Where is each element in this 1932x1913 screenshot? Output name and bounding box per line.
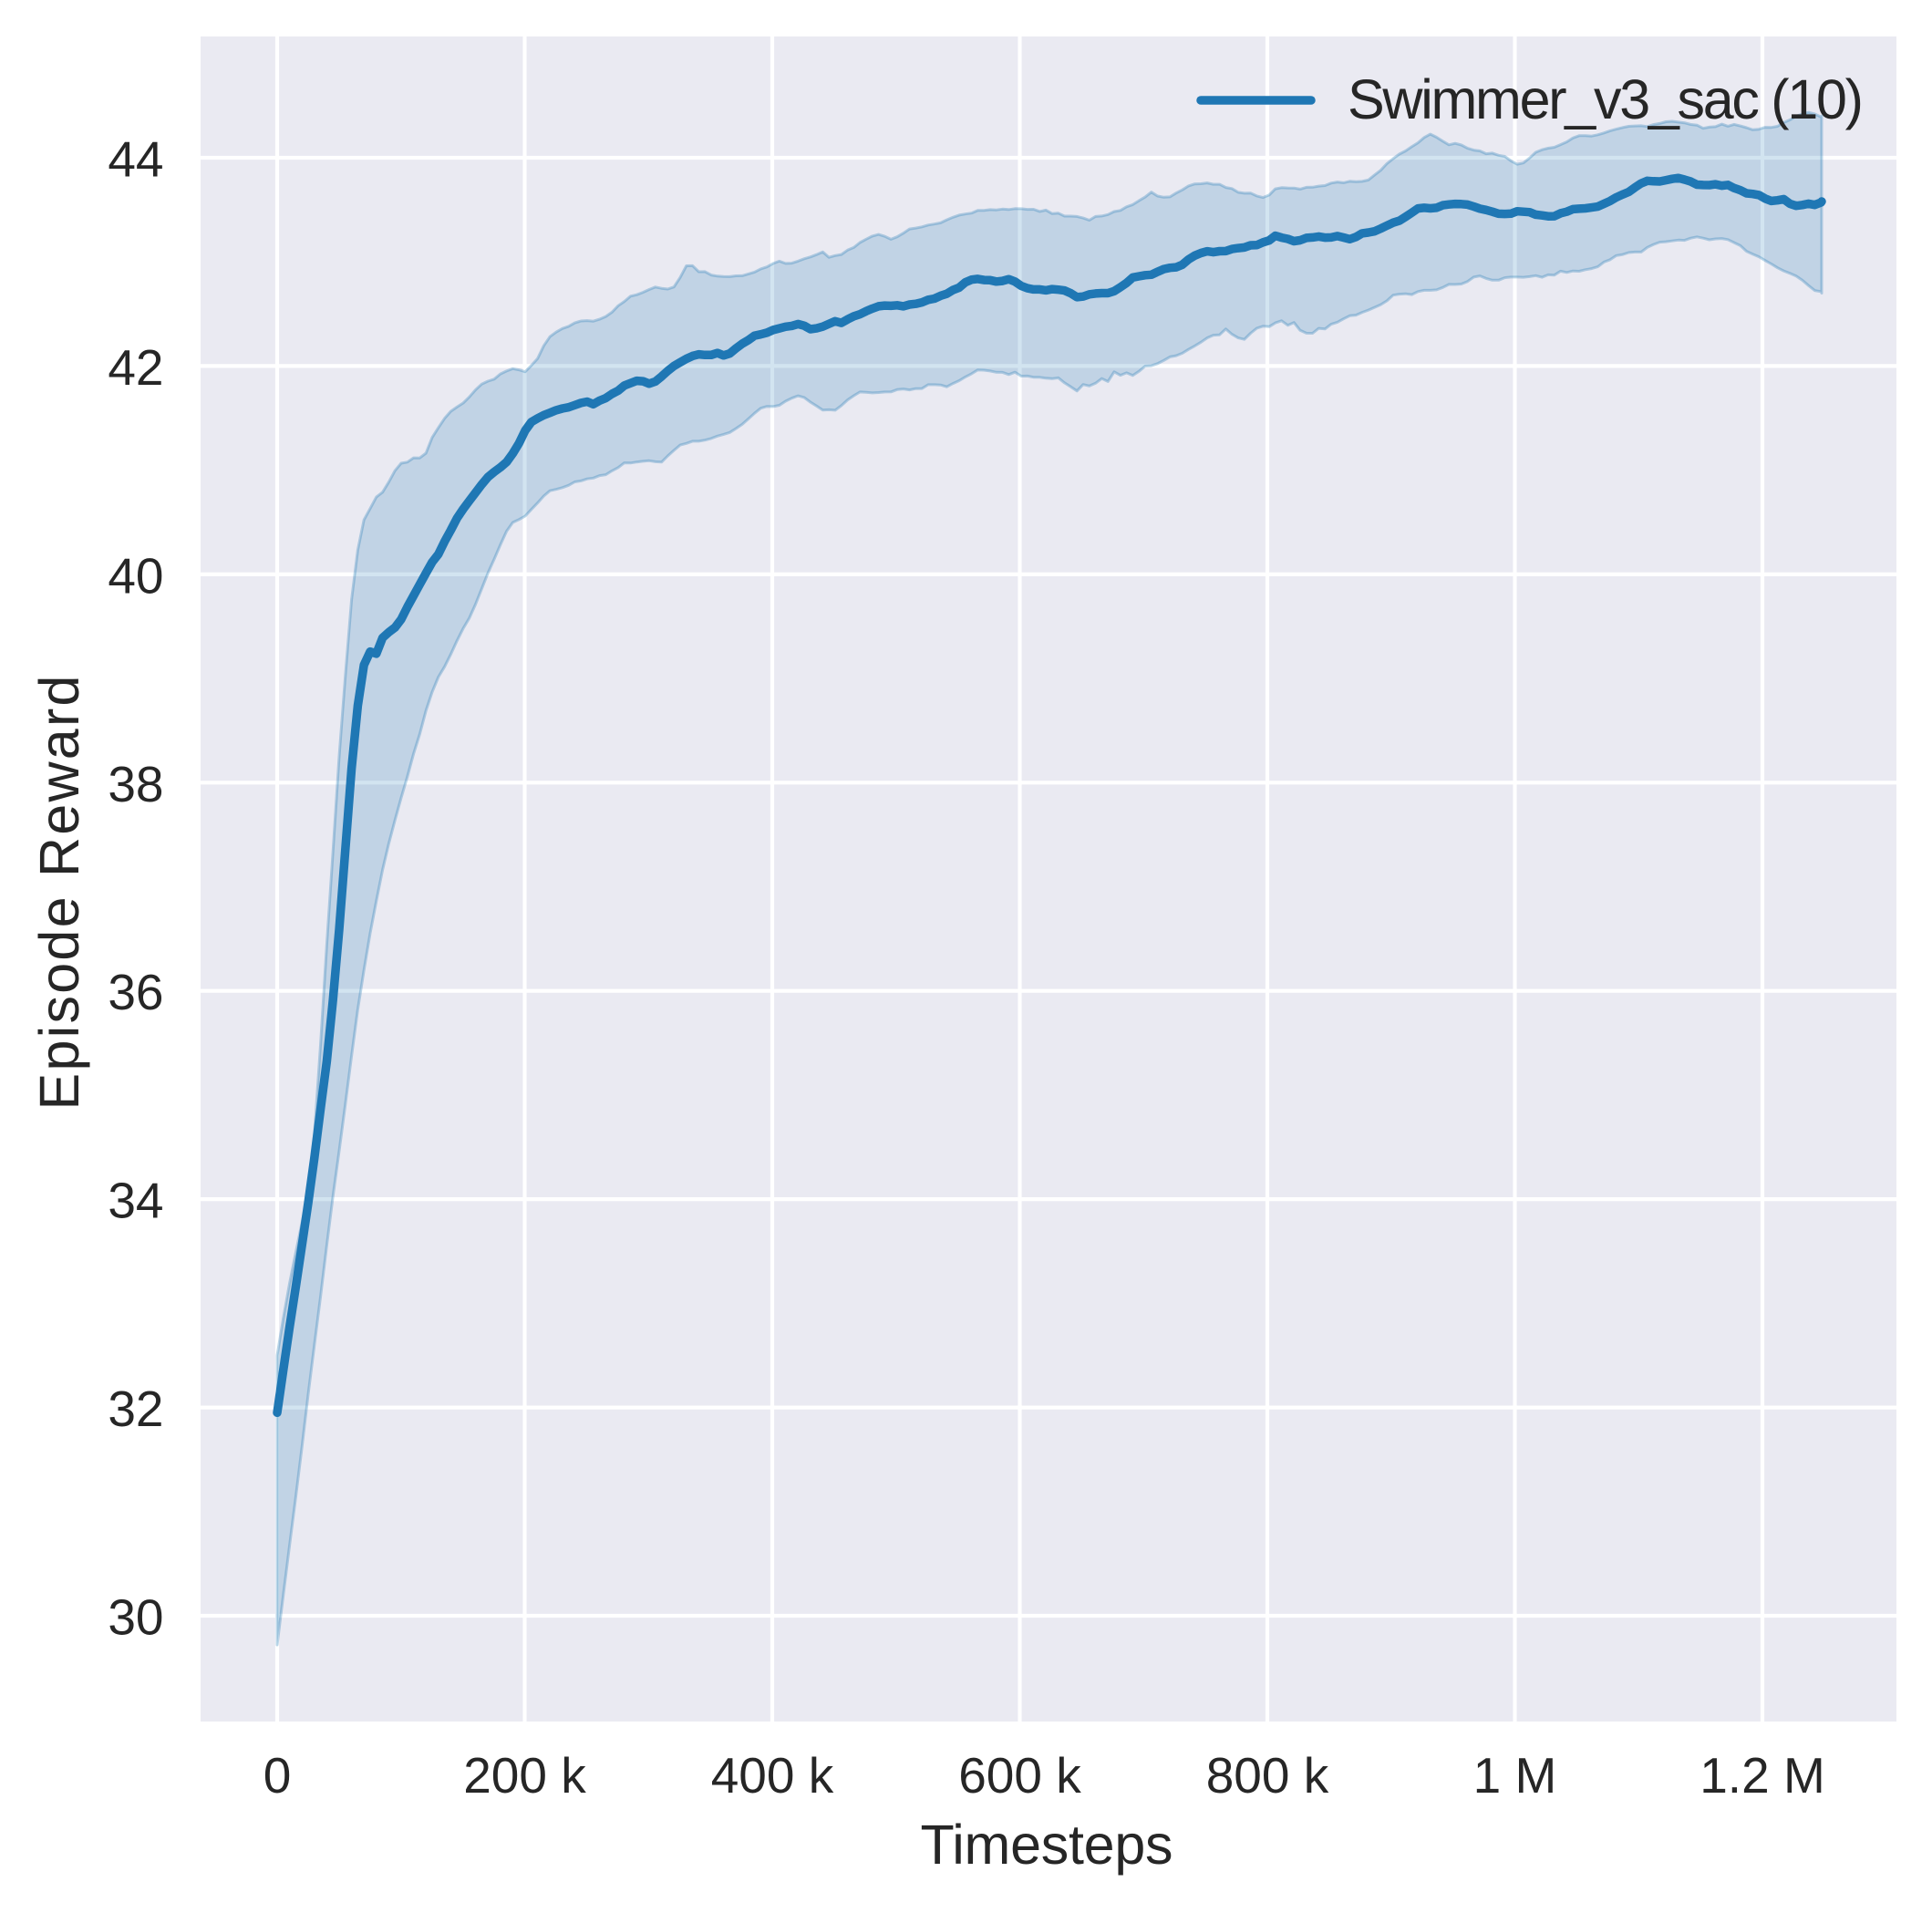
svg-text:34: 34 [108, 1173, 163, 1229]
svg-text:Episode Reward: Episode Reward [28, 676, 90, 1111]
svg-text:30: 30 [108, 1589, 163, 1646]
svg-text:Timesteps: Timesteps [921, 1814, 1173, 1876]
svg-text:600 k: 600 k [958, 1747, 1081, 1804]
svg-text:0: 0 [263, 1747, 292, 1804]
svg-text:400 k: 400 k [711, 1747, 834, 1804]
svg-text:40: 40 [108, 547, 163, 604]
svg-text:44: 44 [108, 131, 163, 188]
svg-text:38: 38 [108, 756, 163, 812]
svg-text:Swimmer_v3_sac (10): Swimmer_v3_sac (10) [1348, 68, 1864, 130]
svg-text:1 M: 1 M [1473, 1747, 1557, 1804]
svg-text:200 k: 200 k [463, 1747, 586, 1804]
svg-text:42: 42 [108, 339, 163, 396]
svg-text:36: 36 [108, 964, 163, 1020]
svg-text:32: 32 [108, 1380, 163, 1437]
svg-text:800 k: 800 k [1206, 1747, 1329, 1804]
svg-text:1.2 M: 1.2 M [1700, 1747, 1825, 1804]
